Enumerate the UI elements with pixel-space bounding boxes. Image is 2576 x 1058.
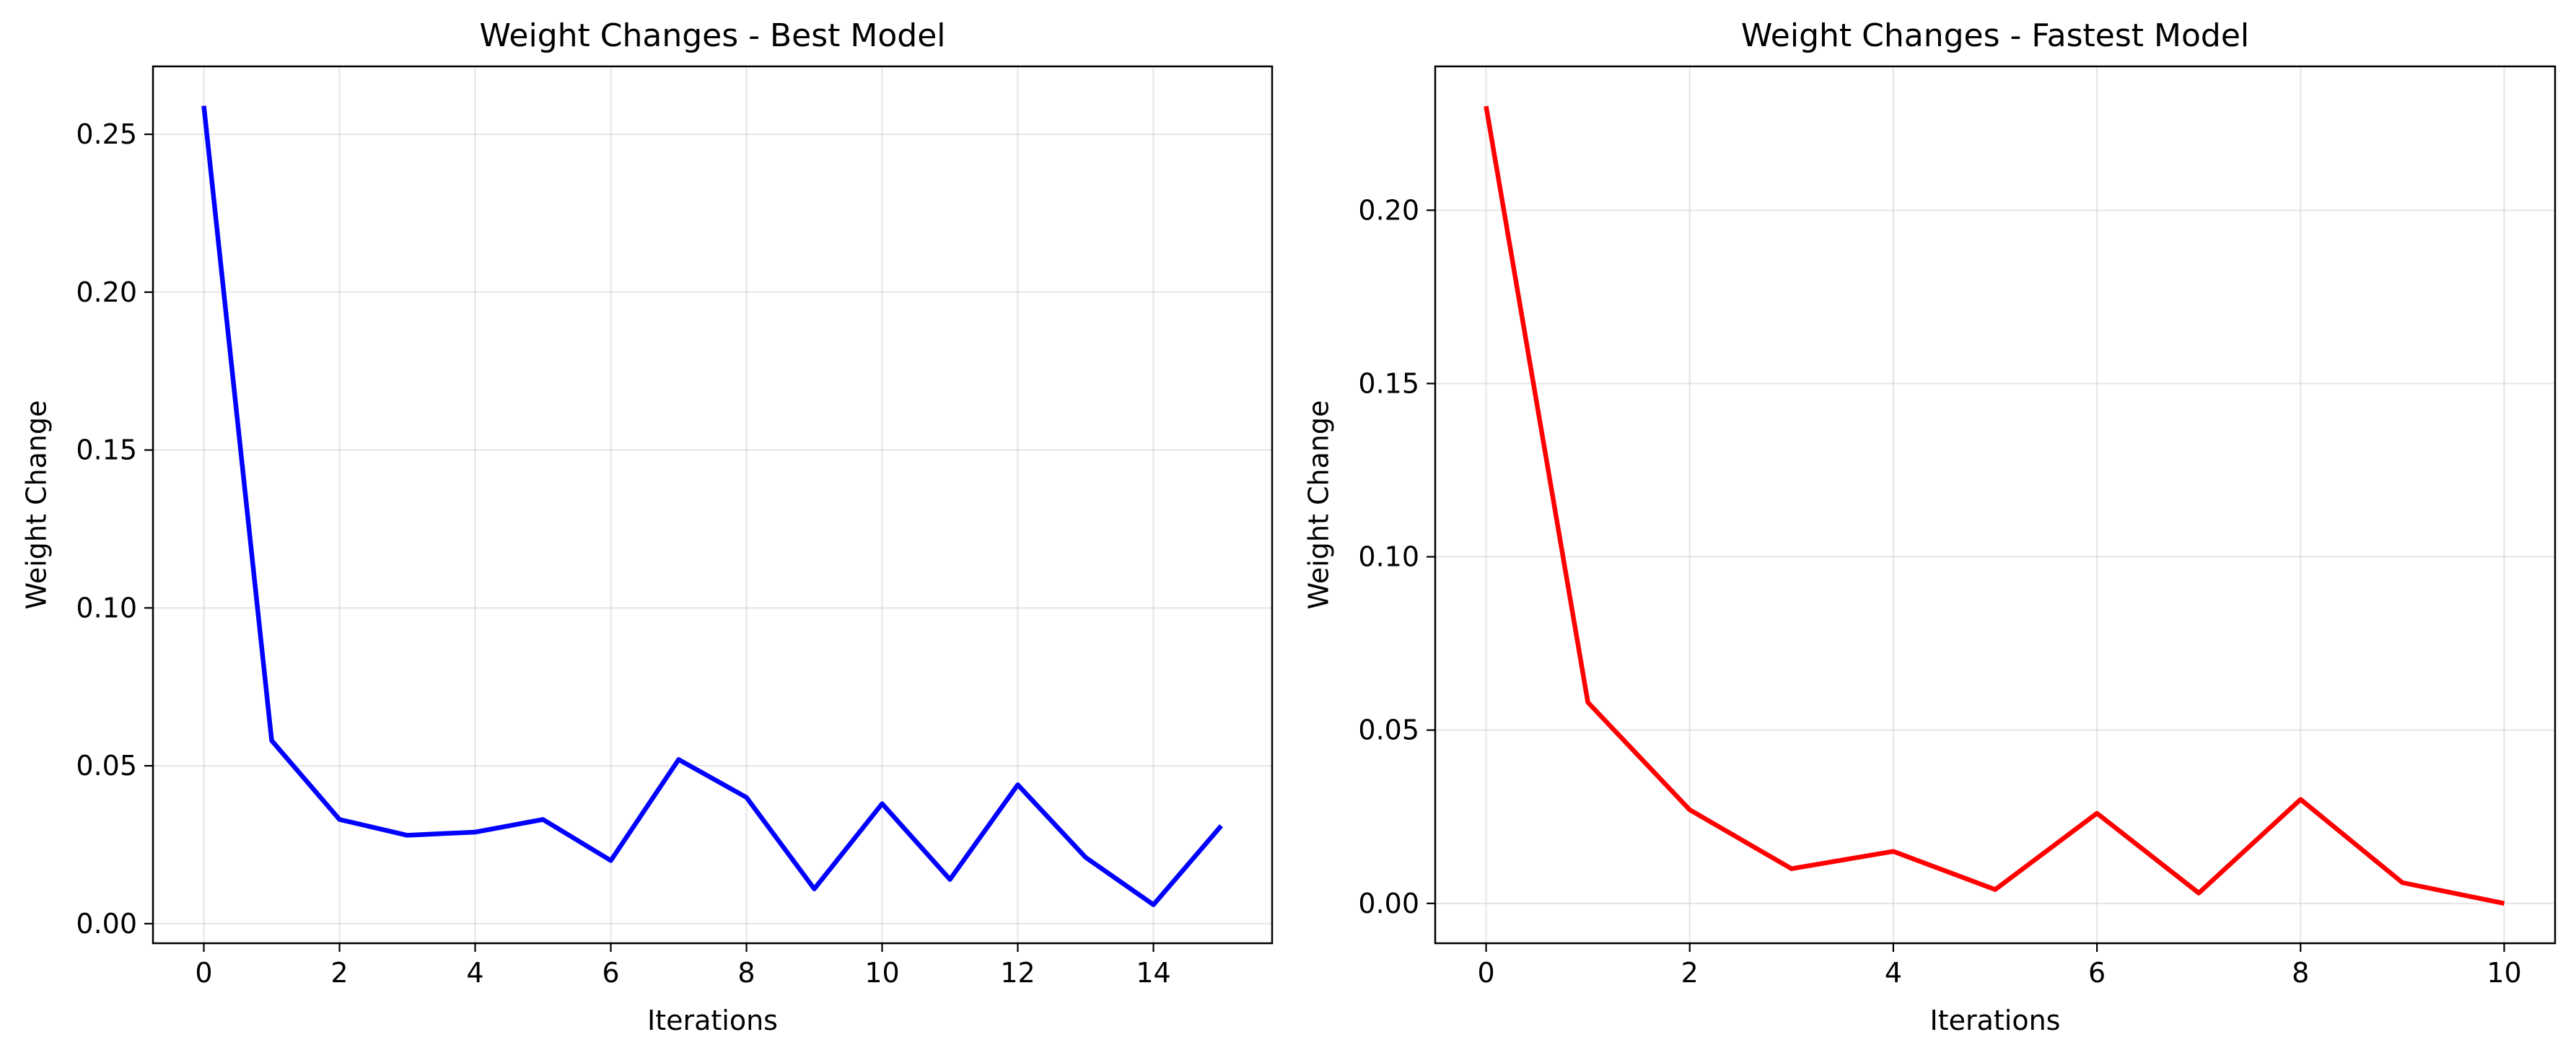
fastest-model-ytick-label-2: 0.10	[1358, 541, 1419, 573]
best-model-xtick-label-0: 0	[195, 957, 212, 989]
best-model-title: Weight Changes - Best Model	[479, 17, 945, 54]
fastest-model-xtick-label-4: 8	[2292, 957, 2309, 989]
best-model-ytick-label-3: 0.15	[76, 434, 137, 466]
fastest-model-xtick-label-1: 2	[1681, 957, 1699, 989]
fastest-model-title: Weight Changes - Fastest Model	[1741, 17, 2249, 54]
fastest-model-ytick-label-1: 0.05	[1358, 714, 1419, 746]
best-model-ytick-label-1: 0.05	[76, 750, 137, 782]
best-model-xtick-label-2: 4	[466, 957, 483, 989]
fastest-model-ytick-label-3: 0.15	[1358, 367, 1419, 399]
fastest-model-xlabel: Iterations	[1930, 1005, 2061, 1036]
best-model-xtick-label-6: 12	[1000, 957, 1035, 989]
fastest-model-xtick-label-2: 4	[1885, 957, 1902, 989]
best-model-xtick-label-4: 8	[737, 957, 755, 989]
fastest-model-xtick-label-3: 6	[2088, 957, 2106, 989]
fastest-model-ytick-label-0: 0.00	[1358, 888, 1419, 919]
best-model-xtick-label-5: 10	[864, 957, 899, 989]
best-model-ytick-label-2: 0.10	[76, 592, 137, 624]
fastest-model-xtick-label-0: 0	[1477, 957, 1494, 989]
fastest-model-ylabel: Weight Change	[1303, 401, 1335, 610]
fastest-model-ytick-label-4: 0.20	[1358, 194, 1419, 226]
best-model-series-line-0	[201, 105, 1223, 907]
best-model-ytick-label-5: 0.25	[76, 118, 137, 150]
fastest-model-series-line-0	[1484, 105, 2505, 906]
fastest-model-axes-frame	[1434, 65, 2557, 945]
best-model-panel: 0 2 4 6 8 10 12 14 0.00 0.05 0.10 0.15 0.20 0.25 Weigh…	[21, 17, 1274, 1036]
best-model-xlabel: Iterations	[647, 1005, 778, 1036]
best-model-ylabel: Weight Change	[21, 401, 53, 610]
best-model-xtick-label-3: 6	[602, 957, 619, 989]
best-model-axes-frame	[152, 65, 1274, 945]
best-model-xtick-label-7: 14	[1136, 957, 1170, 989]
best-model-ytick-label-0: 0.00	[76, 908, 137, 940]
best-model-ytick-label-4: 0.20	[76, 276, 137, 308]
fastest-model-xtick-label-5: 10	[2487, 957, 2521, 989]
fastest-model-panel: 0 2 4 6 8 10 0.00 0.05 0.10 0.15 0.20 Weight Change…	[1303, 17, 2557, 1036]
best-model-xtick-label-1: 2	[330, 957, 348, 989]
